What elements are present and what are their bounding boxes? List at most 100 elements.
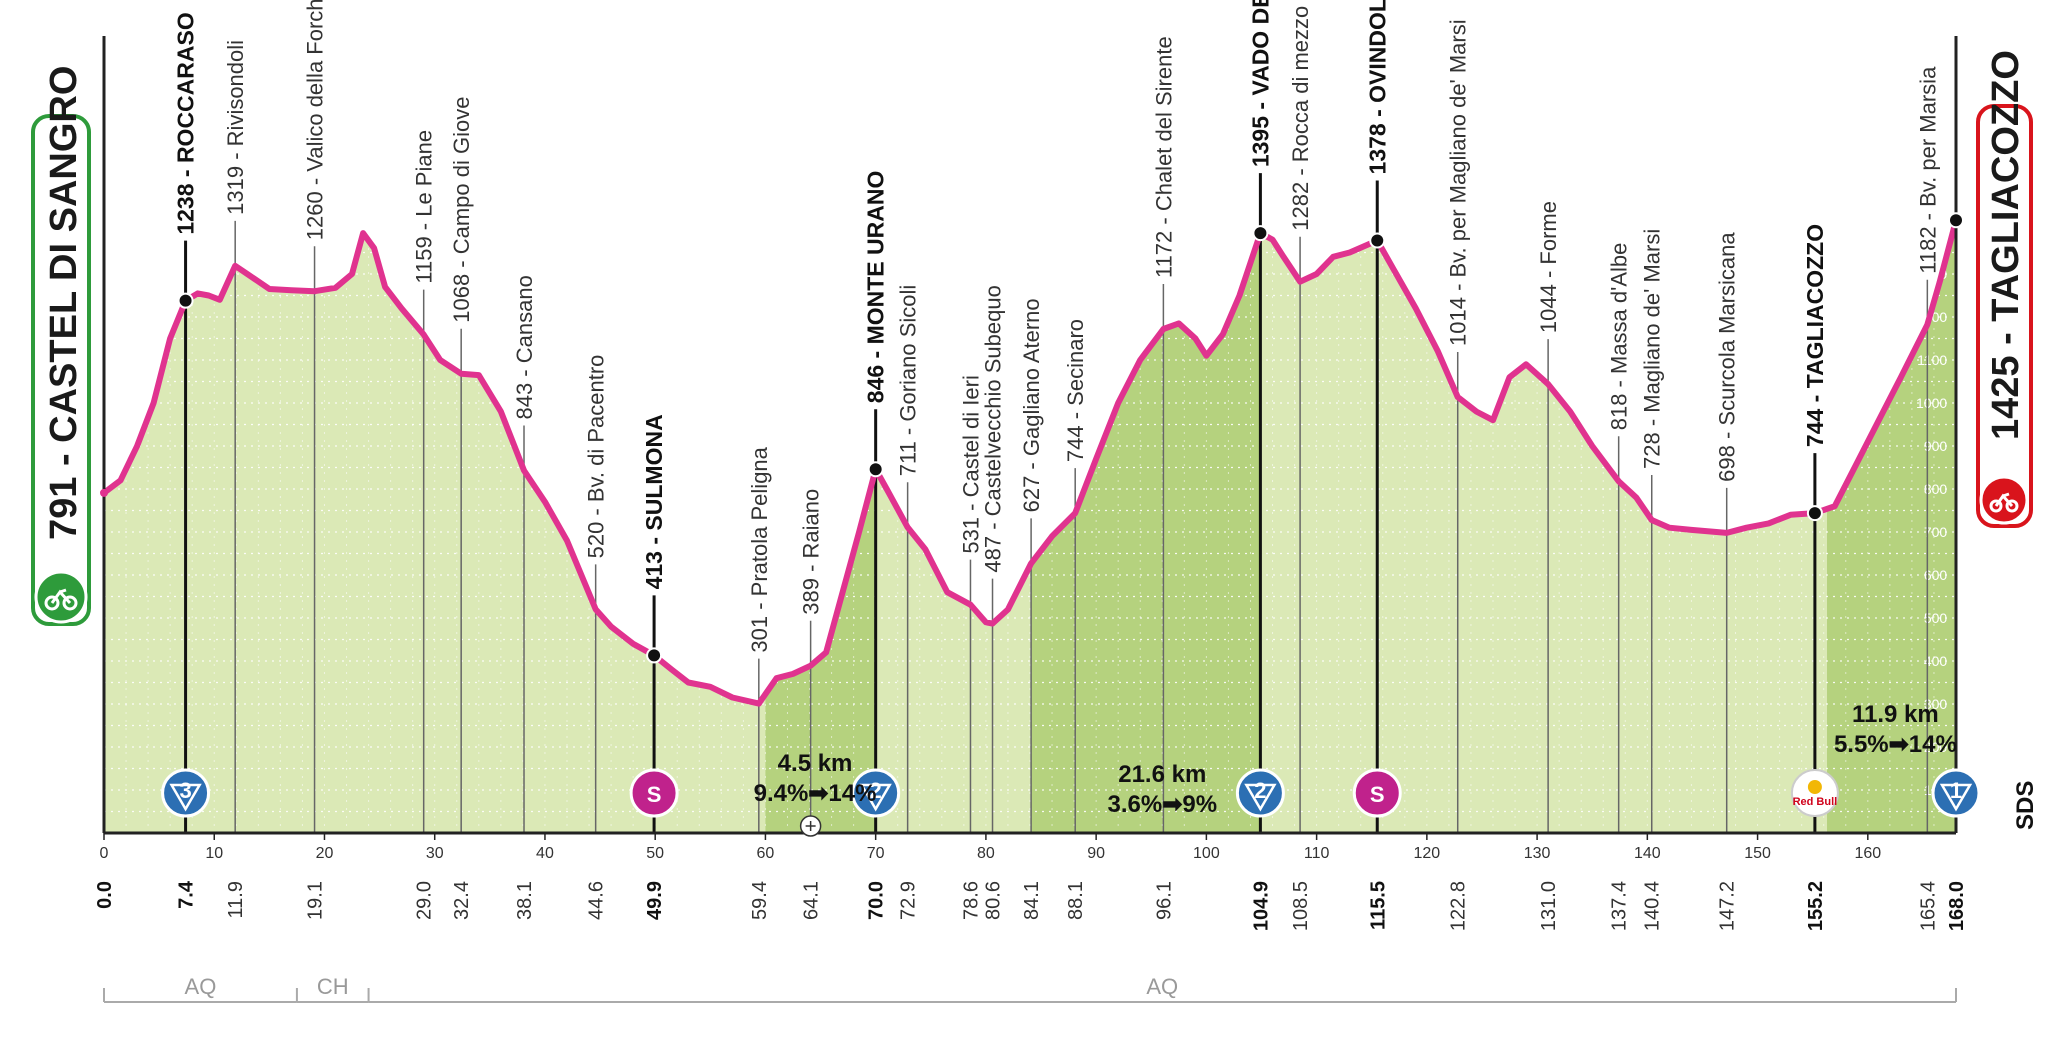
start-dot — [100, 488, 108, 497]
point-km-label: 165.4 — [1917, 881, 1939, 931]
point-label: 1014 - Bv. per Magliano de' Marsi — [1446, 19, 1471, 346]
point-label: 818 - Massa d'Albe — [1607, 243, 1632, 431]
point-label: 744 - TAGLIACOZZO — [1802, 224, 1828, 447]
km-axis: 0 10 20 30 40 50 60 70 80 90 100 110 120 130 140 150 160… — [94, 36, 1968, 931]
summit-dot — [177, 292, 194, 309]
point-label: 1395 - VADO DELLA FORCELLA — [1247, 0, 1273, 167]
climb-highlight — [765, 220, 876, 833]
altitude-scale-label: 500 — [1924, 610, 1948, 626]
kom-marker: 3 — [161, 768, 211, 818]
endpoint-km-label: 0.0 — [94, 881, 116, 909]
kom-marker: 2 — [851, 768, 901, 818]
kom-badge — [1931, 768, 1981, 818]
start-label: 791 - CASTEL DI SANGRO — [43, 66, 85, 540]
region-label: AQ — [1146, 974, 1178, 999]
point-km-label: 88.1 — [1065, 881, 1087, 920]
classification-markers: 3 S 2 2 S Red Bull 1 — [161, 768, 1981, 837]
sponsor-marker: Red Bull — [1790, 769, 1839, 817]
point-label: 1159 - Le Piane — [412, 130, 437, 284]
point-km-label: 49.9 — [644, 881, 666, 920]
profile-area — [104, 220, 1956, 834]
kom-badge — [161, 768, 211, 818]
climb-distance: 11.9 km — [1852, 701, 1939, 728]
finish-dot — [1948, 212, 1964, 229]
point-km-label: 155.2 — [1805, 881, 1827, 931]
point-km-label: 84.1 — [1021, 881, 1043, 920]
point-km-label: 147.2 — [1717, 881, 1739, 931]
sponsor-label: Red Bull — [1793, 796, 1838, 808]
x-tick-label: 10 — [205, 845, 223, 862]
point-km-label: 78.6 — [960, 881, 982, 920]
point-km-label: 96.1 — [1153, 881, 1175, 920]
point-label: 1044 - Forme — [1536, 201, 1561, 333]
point-label: 413 - SULMONA — [641, 414, 667, 589]
point-label: 1182 - Bv. per Marsia — [1915, 66, 1940, 274]
finish-badge: 1425 - TAGLIACOZZO — [1976, 50, 2033, 528]
point-label: 627 - Gagliano Aterno — [1019, 298, 1044, 512]
point-km-label: 19.1 — [305, 881, 327, 920]
point-label: 1319 - Rivisondoli — [223, 40, 248, 215]
x-tick-label: 120 — [1414, 845, 1441, 862]
x-tick-label: 20 — [316, 845, 334, 862]
altitude-scale-label: 200 — [1924, 739, 1948, 755]
point-km-label: 38.1 — [514, 881, 536, 920]
point-km-label: 140.4 — [1642, 881, 1664, 931]
sprint-letter: S — [1370, 782, 1385, 807]
sun-icon — [1807, 780, 1822, 794]
x-tick-label: 130 — [1524, 845, 1551, 862]
x-tick-label: 0 — [100, 845, 109, 862]
mountain-icon — [1244, 783, 1277, 812]
x-tick-label: 110 — [1304, 845, 1330, 862]
summit-dot — [1369, 232, 1386, 249]
point-label: 711 - Goriano Sicoli — [896, 285, 921, 477]
climb-info-block: 21.6 km 3.6%➡9% — [1108, 761, 1218, 818]
point-label: 1282 - Rocca di mezzo — [1288, 6, 1313, 231]
climb-info: 4.5 km 9.4%➡14% 21.6 km 3.6%➡9% 11.9 km 5.5%➡… — [754, 701, 1957, 818]
point-label: 1238 - ROCCARASO — [173, 12, 199, 234]
kom-category: 1 — [1950, 778, 1962, 803]
point-label: 487 - Castelvecchio Subequo — [981, 285, 1006, 572]
point-label: 1068 - Campo di Giove — [449, 97, 474, 323]
sprint-badge — [629, 768, 679, 818]
sprint-marker: S — [1352, 768, 1402, 818]
kom-badge — [1235, 768, 1285, 818]
x-tick-label: 140 — [1634, 845, 1661, 862]
x-tick-label: 90 — [1087, 845, 1105, 862]
point-label: 520 - Bv. di Pacentro — [584, 355, 609, 559]
x-tick-label: 160 — [1854, 845, 1881, 862]
climb-distance: 4.5 km — [778, 750, 853, 777]
x-tick-label: 70 — [867, 845, 885, 862]
point-km-label: 44.6 — [586, 881, 608, 920]
point-label: 698 - Scurcola Marsicana — [1715, 232, 1740, 482]
point-label: 1172 - Chalet del Sirente — [1151, 36, 1176, 278]
point-km-label: 122.8 — [1448, 881, 1470, 931]
altitude-scale-label: 400 — [1924, 653, 1948, 669]
point-km-label: 32.4 — [451, 881, 473, 920]
brand-logo: SDS — [2012, 781, 2039, 830]
altitude-scale-label: 900 — [1924, 438, 1948, 454]
province-strip: AQ CH AQ — [103, 974, 1957, 1003]
profile-line — [101, 217, 1959, 707]
summit-dot — [1252, 225, 1269, 242]
climb-distance: 21.6 km — [1118, 761, 1206, 788]
x-tick-label: 80 — [977, 845, 995, 862]
finish-label: 1425 - TAGLIACOZZO — [1985, 50, 2027, 440]
cyclist-icon — [44, 588, 78, 611]
cyclist-icon — [1989, 492, 2019, 513]
point-label: 1260 - Valico della Forchetta — [303, 0, 328, 240]
point-km-label: 104.9 — [1250, 881, 1272, 931]
climb-gradient: 5.5%➡14% — [1834, 731, 1957, 758]
x-tick-label: 30 — [426, 845, 444, 862]
x-tick-label: 100 — [1193, 845, 1220, 862]
kom-marker: 2 — [1235, 768, 1285, 818]
region-label: CH — [317, 974, 349, 999]
kom-badge — [851, 768, 901, 818]
point-labels: 1238 - ROCCARASO 7.4 1319 - Rivisondoli 11.… — [173, 0, 1941, 931]
sprint-badge — [1352, 768, 1402, 818]
summit-dot — [1806, 505, 1823, 522]
kom-marker: 1 — [1931, 768, 1981, 818]
endpoint-km-label: 168.0 — [1946, 881, 1968, 931]
point-km-label: 131.0 — [1538, 881, 1560, 931]
altitude-scale-label: 700 — [1924, 524, 1948, 540]
